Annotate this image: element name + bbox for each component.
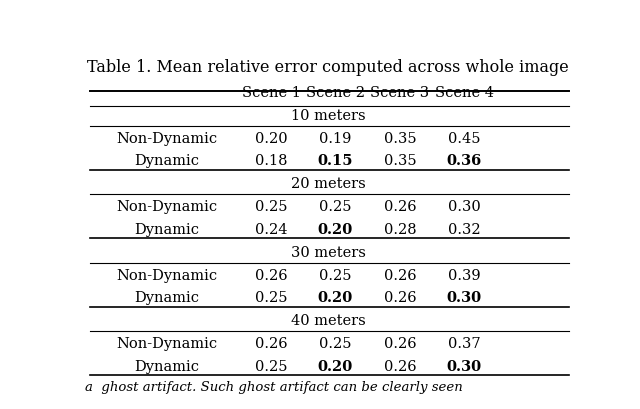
Text: 40 meters: 40 meters: [291, 313, 365, 327]
Text: 0.28: 0.28: [383, 222, 416, 236]
Text: Dynamic: Dynamic: [134, 154, 199, 168]
Text: 0.26: 0.26: [383, 291, 416, 305]
Text: 0.26: 0.26: [255, 336, 287, 350]
Text: 0.26: 0.26: [383, 200, 416, 213]
Text: 20 meters: 20 meters: [291, 177, 365, 191]
Text: 0.25: 0.25: [319, 268, 352, 282]
Text: 0.20: 0.20: [255, 131, 287, 145]
Text: 0.37: 0.37: [448, 336, 481, 350]
Text: 0.25: 0.25: [255, 291, 287, 305]
Text: Scene 4: Scene 4: [435, 86, 494, 100]
Text: 0.25: 0.25: [255, 200, 287, 213]
Text: Dynamic: Dynamic: [134, 291, 199, 305]
Text: 0.25: 0.25: [319, 336, 352, 350]
Text: 0.25: 0.25: [255, 359, 287, 373]
Text: Scene 3: Scene 3: [371, 86, 429, 100]
Text: 0.20: 0.20: [318, 291, 353, 305]
Text: Dynamic: Dynamic: [134, 222, 199, 236]
Text: Non-Dynamic: Non-Dynamic: [116, 131, 218, 145]
Text: 0.18: 0.18: [255, 154, 287, 168]
Text: 0.30: 0.30: [447, 359, 482, 373]
Text: 0.35: 0.35: [383, 131, 416, 145]
Text: 0.26: 0.26: [383, 359, 416, 373]
Text: 30 meters: 30 meters: [291, 245, 365, 259]
Text: 0.20: 0.20: [318, 359, 353, 373]
Text: 0.26: 0.26: [383, 268, 416, 282]
Text: 0.25: 0.25: [319, 200, 352, 213]
Text: 0.35: 0.35: [383, 154, 416, 168]
Text: Table 1. Mean relative error computed across whole image: Table 1. Mean relative error computed ac…: [87, 58, 569, 76]
Text: 0.36: 0.36: [447, 154, 482, 168]
Text: 0.24: 0.24: [255, 222, 287, 236]
Text: 0.26: 0.26: [383, 336, 416, 350]
Text: Dynamic: Dynamic: [134, 359, 199, 373]
Text: 0.30: 0.30: [447, 291, 482, 305]
Text: 0.39: 0.39: [448, 268, 481, 282]
Text: a  ghost artifact. Such ghost artifact can be clearly seen: a ghost artifact. Such ghost artifact ca…: [85, 380, 463, 393]
Text: 0.20: 0.20: [318, 222, 353, 236]
Text: 0.30: 0.30: [448, 200, 481, 213]
Text: Non-Dynamic: Non-Dynamic: [116, 200, 218, 213]
Text: 0.15: 0.15: [317, 154, 353, 168]
Text: 0.32: 0.32: [448, 222, 481, 236]
Text: Scene 1: Scene 1: [241, 86, 300, 100]
Text: Non-Dynamic: Non-Dynamic: [116, 336, 218, 350]
Text: 0.19: 0.19: [319, 131, 351, 145]
Text: 0.45: 0.45: [448, 131, 481, 145]
Text: 0.26: 0.26: [255, 268, 287, 282]
Text: 10 meters: 10 meters: [291, 108, 365, 122]
Text: Non-Dynamic: Non-Dynamic: [116, 268, 218, 282]
Text: Scene 2: Scene 2: [306, 86, 365, 100]
